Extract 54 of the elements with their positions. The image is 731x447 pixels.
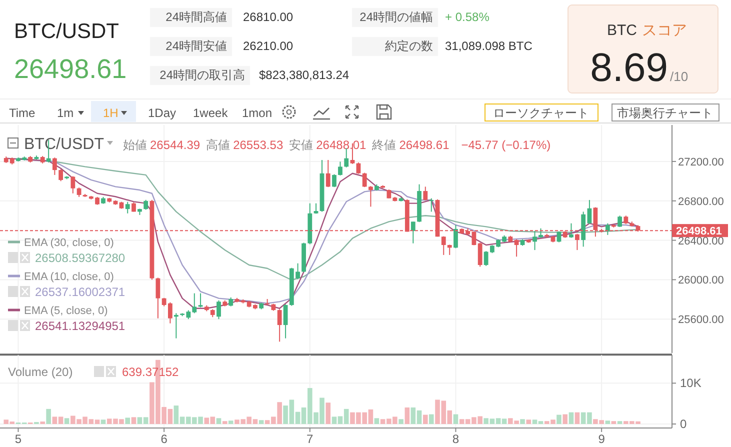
annotation: 26541.13294951 xyxy=(35,319,126,333)
text: BTC xyxy=(607,22,638,39)
text: 8.69 xyxy=(590,46,668,90)
annotation: 639.37152 xyxy=(122,365,180,379)
annotation: 26553.53 xyxy=(233,138,284,152)
text: $823,380,813.24 xyxy=(259,68,350,82)
text: 1mon xyxy=(242,106,272,120)
legend-label: EMA (5, close, 0) xyxy=(24,305,108,317)
x-tick-label: 9 xyxy=(598,432,606,446)
text: ローソクチャート xyxy=(493,106,589,120)
legend-label: EMA (30, close, 0) xyxy=(24,237,114,249)
text: + 0.58% xyxy=(445,10,490,24)
annotation: 始値 xyxy=(123,138,147,152)
legend-label: EMA (10, close, 0) xyxy=(24,271,114,283)
y-tick-label: 26000.00 xyxy=(678,274,724,287)
text: 1m xyxy=(57,106,74,120)
annotation: 26508.59367280 xyxy=(35,251,126,265)
y-tick-label: 10K xyxy=(680,376,702,390)
text: 1H xyxy=(103,106,118,120)
y-tick-label: 0 xyxy=(680,417,687,431)
text: 26498.61 xyxy=(14,54,127,84)
text: 市場奥行チャート xyxy=(617,106,713,120)
x-tick-label: 6 xyxy=(160,432,168,446)
text: 31,089.098 BTC xyxy=(445,39,533,53)
annotation: −45.77 (−0.17%) xyxy=(461,138,551,152)
annotation: 終値 xyxy=(371,138,396,152)
text: 1Day xyxy=(148,106,176,120)
ref-line-label: 26498.61 xyxy=(676,226,722,238)
text: 24時間安値 xyxy=(166,39,227,53)
text: 26210.00 xyxy=(243,39,294,53)
annotation: 26537.16002371 xyxy=(35,285,126,299)
annotation: 26498.61 xyxy=(399,138,450,152)
annotation: 安値 xyxy=(289,138,314,152)
y-tick-label: 27200.00 xyxy=(678,156,724,168)
text: Volume (20) xyxy=(8,365,73,379)
text: スコア xyxy=(642,22,687,39)
annotation: 26544.39 xyxy=(150,138,200,152)
text: 24時間の値幅 xyxy=(360,10,433,24)
text: /10 xyxy=(670,69,688,84)
text: BTC/USDT xyxy=(14,20,120,43)
y-tick-label: 26800.00 xyxy=(678,196,724,208)
text: 24時間高値 xyxy=(166,10,227,24)
text: 約定の数 xyxy=(385,39,433,53)
text: 24時間の取引高 xyxy=(160,68,245,82)
x-tick-label: 8 xyxy=(452,432,460,446)
y-tick-label: 25600.00 xyxy=(678,314,724,326)
text: Time xyxy=(9,106,36,120)
y-tick-label: 26400.00 xyxy=(678,235,724,248)
annotation: 高値 xyxy=(206,138,230,152)
x-tick-label: 7 xyxy=(306,432,314,446)
text: 1week xyxy=(193,106,229,120)
text: 26810.00 xyxy=(243,10,294,24)
x-tick-label: 5 xyxy=(14,432,22,446)
annotation: 26488.01 xyxy=(316,138,366,152)
